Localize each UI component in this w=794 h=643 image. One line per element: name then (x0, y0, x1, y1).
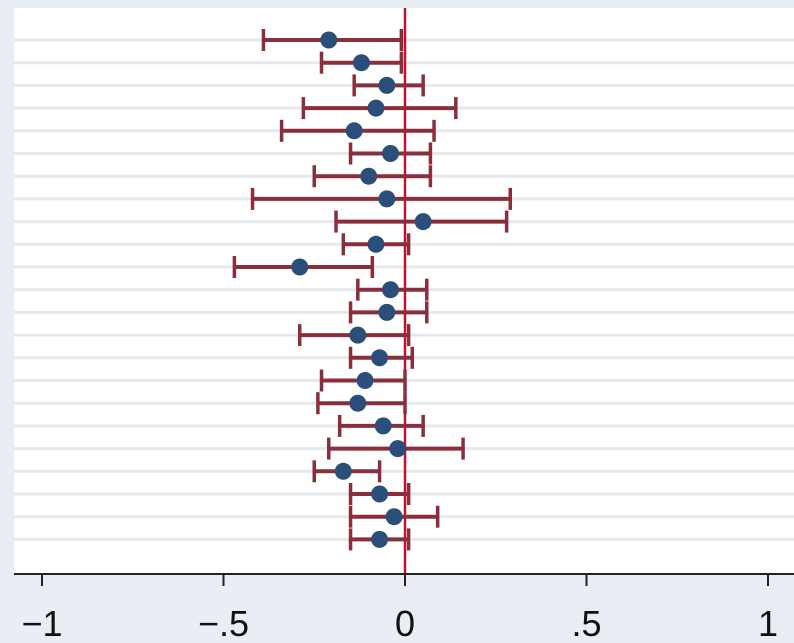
point-estimate (345, 122, 363, 140)
point-estimate (349, 394, 367, 412)
x-tick-label: −1 (21, 603, 62, 643)
point-estimate (320, 31, 338, 49)
point-estimate (371, 349, 389, 367)
point-estimate (378, 303, 396, 321)
point-estimate (378, 76, 396, 94)
x-tick-label: 1 (758, 603, 778, 643)
x-axis: −1 −.5 0 .5 1 (14, 573, 794, 643)
point-estimate (334, 462, 352, 480)
point-estimate (385, 508, 403, 526)
point-estimate (367, 99, 385, 117)
point-estimate (378, 190, 396, 208)
point-estimate (414, 213, 432, 231)
point-estimate (371, 485, 389, 503)
point-estimate (374, 417, 392, 435)
point-estimate (371, 530, 389, 548)
x-tick-label: 0 (395, 603, 415, 643)
point-estimate (381, 145, 399, 162)
point-estimate (349, 326, 367, 344)
point-estimate (389, 440, 407, 458)
x-tick-label: −.5 (198, 603, 249, 643)
point-estimate (367, 235, 385, 253)
point-estimate (291, 258, 309, 276)
point-estimate (360, 167, 378, 185)
point-estimate (352, 54, 370, 72)
point-estimates (291, 31, 432, 548)
x-tick-label: .5 (571, 603, 601, 643)
point-estimate (381, 281, 399, 299)
point-estimate (356, 372, 374, 389)
